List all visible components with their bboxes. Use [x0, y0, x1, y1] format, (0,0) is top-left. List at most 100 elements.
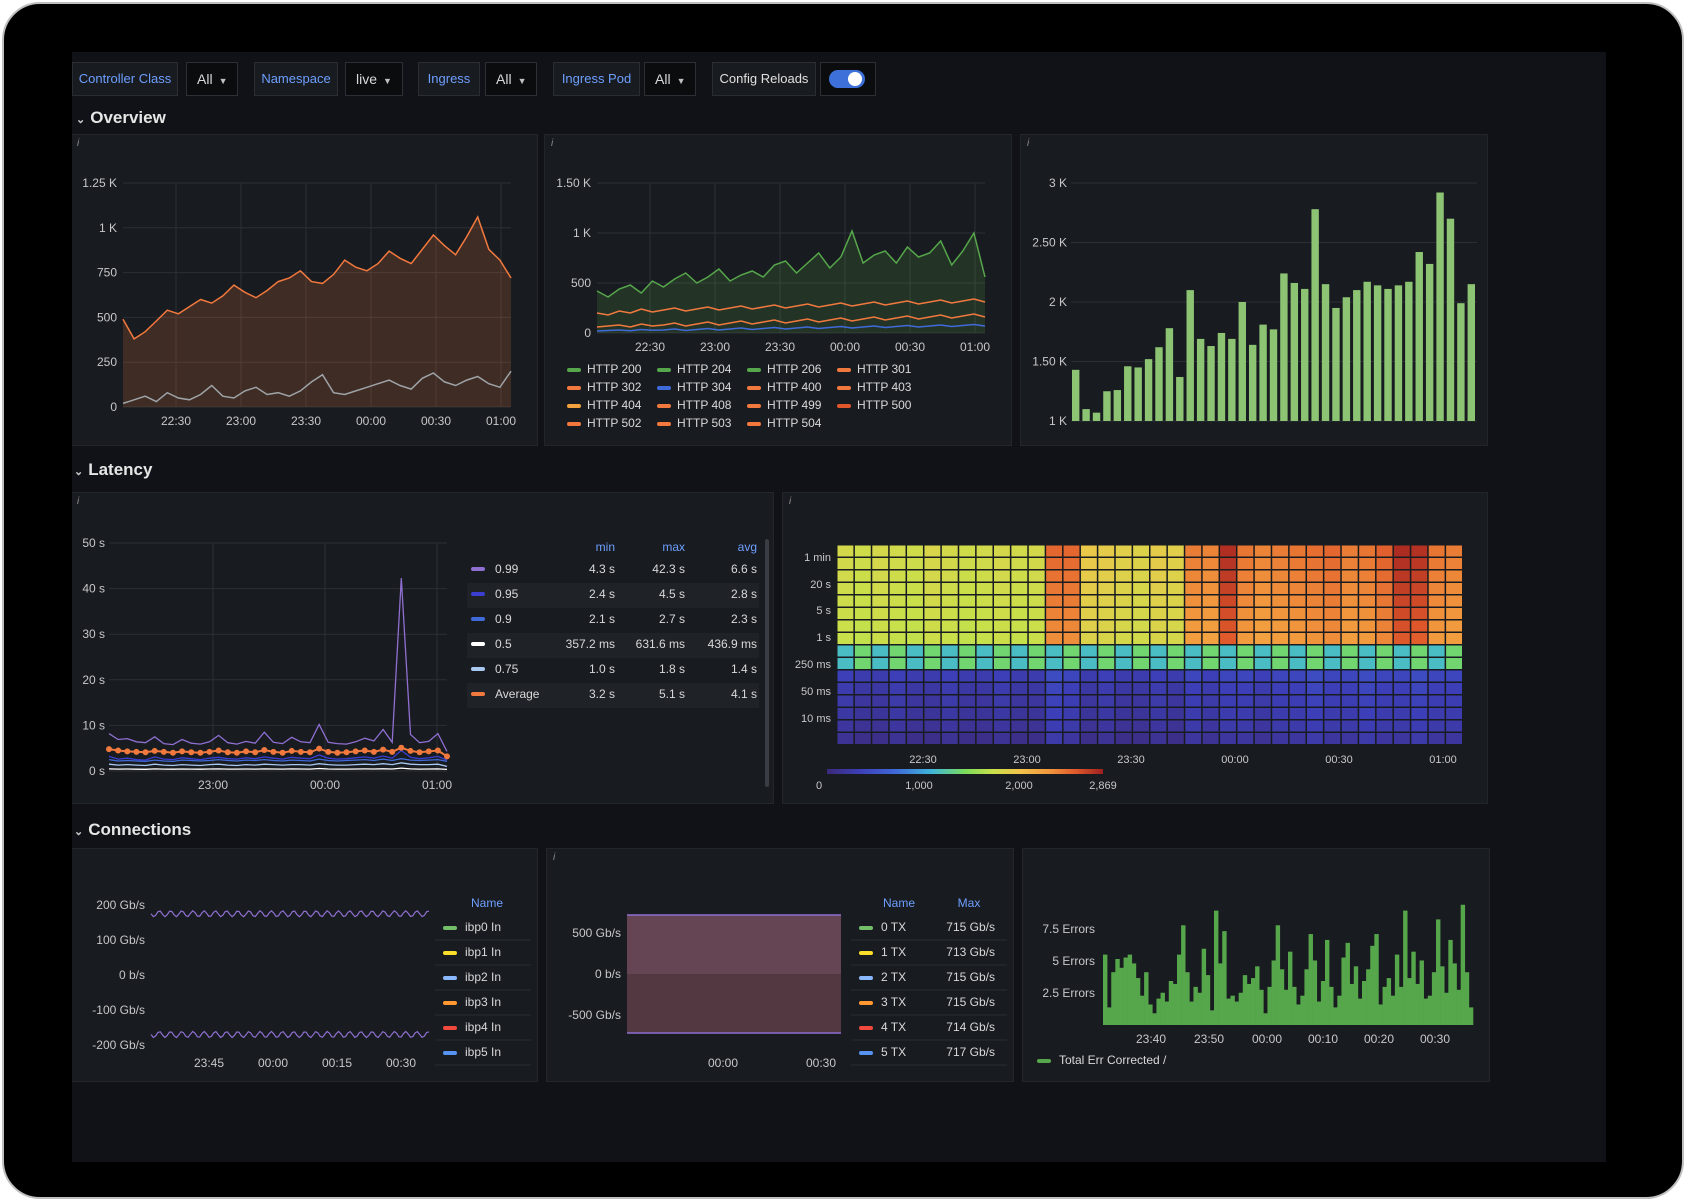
- y-tick-label: 1.50 K: [1032, 355, 1067, 369]
- average-point: [306, 749, 313, 756]
- legend-label: HTTP 499: [767, 398, 822, 412]
- heatmap-cell: [1220, 645, 1236, 657]
- panel-latency[interactable]: i 0 s 10 s 20 s 30 s 40 s 50 s 23:00 00:00 01:00…: [72, 492, 774, 804]
- heatmap-cell: [1167, 695, 1184, 707]
- ingress-select[interactable]: All ▼: [485, 62, 537, 96]
- average-point: [124, 748, 131, 755]
- legend-swatch: [471, 667, 485, 671]
- row-latency[interactable]: ⌄ Latency: [74, 460, 152, 480]
- series-line-lower: [150, 1030, 430, 1039]
- heatmap-cell: [1028, 595, 1045, 607]
- x-tick-label: 22:30: [909, 754, 937, 766]
- legend-swatch: [747, 404, 761, 408]
- legend-label: HTTP 301: [857, 362, 912, 376]
- heatmap-cell: [941, 558, 958, 569]
- y-tick-label: 40 s: [82, 582, 105, 596]
- panel-bars[interactable]: i 1 K 1.50 K 2 K 2.50 K 3 K: [1020, 134, 1488, 446]
- panel-bandwidth-tx[interactable]: i -500 Gb/s 0 b/s 500 Gb/s 00:00 00:30 Name Ma…: [546, 848, 1014, 1082]
- average-point: [425, 748, 432, 755]
- heatmap-cell: [1376, 620, 1393, 632]
- row-connections[interactable]: ⌄ Connections: [74, 820, 191, 840]
- heatmap-cell: [1289, 708, 1306, 719]
- bar: [1378, 1004, 1383, 1025]
- legend-max: 715 Gb/s: [946, 995, 995, 1009]
- panel-heatmap[interactable]: i 1 min 20 s 5 s 1 s 250 ms 50 ms 10 ms 22:30 23…: [782, 492, 1488, 804]
- heatmap-cell: [1080, 545, 1097, 557]
- heatmap-cell: [1341, 558, 1358, 569]
- heatmap-cell: [941, 720, 958, 732]
- heatmap-cell: [994, 608, 1010, 619]
- bar: [1321, 284, 1330, 421]
- bar: [1255, 966, 1260, 1025]
- bar: [1464, 972, 1470, 1025]
- bar: [1320, 981, 1326, 1025]
- controller-class-select[interactable]: All ▼: [186, 62, 238, 96]
- heatmap-cell: [907, 620, 923, 632]
- heatmap-cell: [889, 633, 906, 644]
- panel-errors[interactable]: 2.5 Errors 5 Errors 7.5 Errors 23:40 23:50 00…: [1022, 848, 1490, 1082]
- heatmap-cell: [1115, 683, 1132, 694]
- heatmap-cell: [1098, 645, 1115, 657]
- ingress-pod-select[interactable]: All ▼: [644, 62, 696, 96]
- heatmap-cell: [1011, 733, 1028, 744]
- heatmap-cell: [1341, 708, 1358, 719]
- heatmap-cell: [1307, 633, 1323, 644]
- legend-avg: 2.3 s: [731, 612, 757, 626]
- heatmap-cell: [924, 558, 941, 569]
- namespace-select[interactable]: live ▼: [345, 62, 403, 96]
- heatmap-cell: [1411, 545, 1428, 557]
- heatmap-cell: [1202, 595, 1219, 607]
- heatmap-cell: [1028, 608, 1045, 619]
- heatmap-cell: [1046, 583, 1063, 594]
- heatmap-cell: [1307, 695, 1323, 707]
- heatmap-cell: [1098, 633, 1115, 644]
- tx-area-upper: [627, 915, 841, 974]
- x-tick-label: 00:10: [1308, 1032, 1338, 1046]
- heatmap-cell: [1150, 733, 1167, 744]
- chevron-down-icon: ▼: [218, 76, 228, 86]
- heatmap-cell: [1011, 670, 1028, 682]
- heatmap-cell: [1307, 570, 1323, 582]
- chevron-down-icon: ▼: [383, 76, 392, 86]
- heatmap-cell: [1133, 583, 1149, 594]
- heatmap-cell: [1115, 645, 1132, 657]
- bar: [1259, 324, 1267, 421]
- heatmap-cell: [941, 658, 958, 669]
- row-overview[interactable]: ⌄ Overview: [76, 108, 166, 128]
- y-tick-label: 1 K: [99, 221, 117, 235]
- heatmap-cell: [976, 633, 993, 644]
- heatmap-cell: [1220, 595, 1236, 607]
- heatmap-cell: [924, 608, 941, 619]
- heatmap-cell: [889, 670, 906, 682]
- average-point: [197, 749, 204, 756]
- heatmap-cell: [1011, 620, 1028, 632]
- heatmap-cell: [1063, 570, 1080, 582]
- y-tick-label: 1.25 K: [82, 176, 117, 190]
- heatmap-cell: [854, 545, 871, 557]
- panel-requests[interactable]: i 0 250 500 750 1 K 1.25 K 22:30 23:00 23:30 00:0…: [72, 134, 538, 446]
- heatmap-cell: [959, 633, 976, 644]
- legend-avg: 6.6 s: [731, 562, 757, 576]
- heatmap-cell: [1341, 583, 1358, 594]
- y-tick-label: 500 Gb/s: [572, 926, 621, 940]
- heatmap-cell: [1411, 608, 1428, 619]
- bar: [1394, 954, 1400, 1025]
- heatmap-cell: [994, 720, 1010, 732]
- heatmap-cell: [1133, 645, 1149, 657]
- heatmap-cell: [959, 670, 976, 682]
- heatmap-cell: [1341, 658, 1358, 669]
- heatmap-cell: [1028, 683, 1045, 694]
- legend-swatch: [443, 1001, 457, 1005]
- heatmap-cell: [1237, 558, 1254, 569]
- ingress-pod-label: Ingress Pod: [553, 62, 640, 96]
- average-point: [352, 748, 359, 755]
- heatmap-cell: [1272, 708, 1289, 719]
- y-tick-label: 1.50 K: [556, 176, 591, 190]
- heatmap-cell: [1393, 620, 1410, 632]
- bar: [1349, 983, 1355, 1025]
- heatmap-cell: [1046, 645, 1063, 657]
- panel-status-codes[interactable]: i 0 500 1 K 1.50 K 22:30 23:00 23:30 00:00 00:30…: [544, 134, 1012, 446]
- y-tick-label: 30 s: [82, 627, 105, 641]
- legend-header: Name: [471, 896, 503, 910]
- panel-bandwidth-in[interactable]: 200 Gb/s 100 Gb/s 0 b/s -100 Gb/s -200 Gb/s 2…: [72, 848, 538, 1082]
